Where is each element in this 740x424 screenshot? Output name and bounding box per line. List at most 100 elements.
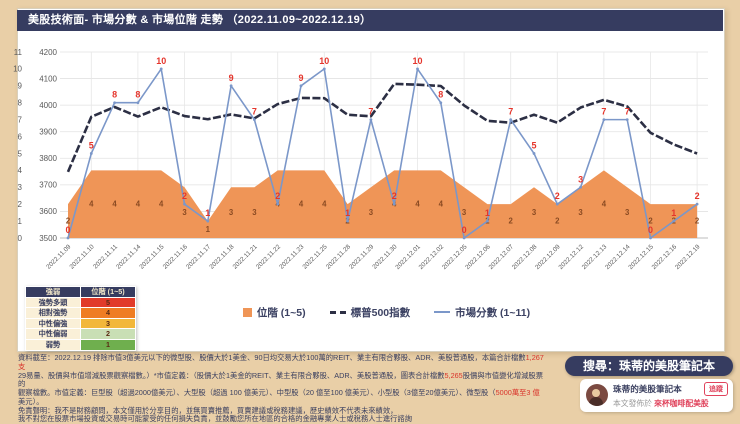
score-data-label: 0 xyxy=(462,225,467,235)
published-link[interactable]: 來杯咖啡配美股 xyxy=(654,399,709,408)
legend-item: 市場分數 (1~11) xyxy=(434,305,530,320)
score-axis-tick: 9 xyxy=(18,82,23,91)
score-point xyxy=(276,202,280,206)
score-data-label: 10 xyxy=(319,56,329,66)
level-data-label: 4 xyxy=(159,200,164,209)
score-data-label: 8 xyxy=(112,90,117,100)
score-data-label: 9 xyxy=(298,73,303,83)
profile-name: 珠蒂的美股筆記本 xyxy=(613,384,682,394)
score-data-label: 1 xyxy=(671,208,676,218)
footnote-line: 免責聲明：我不是財務顧問，本文僅用於分享目的，並無買賣推薦，買賣建議或稅務建議，… xyxy=(18,405,550,416)
level-data-label: 3 xyxy=(532,208,537,217)
table-row: 弱勢 1 xyxy=(25,338,136,351)
level-data-label: 4 xyxy=(322,200,327,209)
footnote-line: 觀察檔數。市值定義：巨型股（超過2000億美元）、大型股（超過 100 億美元）… xyxy=(18,388,550,398)
level-data-label: 3 xyxy=(229,208,234,217)
sp500-axis-tick: 4200 xyxy=(39,48,57,57)
table-header-cell: 位階 (1~5) xyxy=(80,286,136,298)
level-area-series xyxy=(68,170,698,238)
level-value-cell: 1 xyxy=(80,338,136,351)
legend-label: 標普500指數 xyxy=(350,306,411,319)
score-point xyxy=(66,236,70,240)
score-point xyxy=(322,67,326,71)
score-axis-tick: 10 xyxy=(13,65,22,74)
score-data-label: 1 xyxy=(205,208,210,218)
score-axis-tick: 1 xyxy=(18,217,23,226)
table-header-row: 強弱 位階 (1~5) xyxy=(25,286,136,298)
footnote-segment: 觀察檔數。市值定義：巨型股（超過2000億美元）、大型股（超過 100 億美元）… xyxy=(18,388,496,397)
table-header-cell: 強弱 xyxy=(25,286,81,298)
legend-item: 標普500指數 xyxy=(329,305,411,320)
sp500-axis-tick: 3600 xyxy=(39,207,57,216)
published-prefix: 本文發佈於 xyxy=(613,399,655,408)
level-data-label: 4 xyxy=(136,200,141,209)
level-data-label: 4 xyxy=(439,200,444,209)
date-axis-tick: 2022.12.19 xyxy=(674,243,702,271)
level-data-label: 4 xyxy=(299,200,304,209)
level-data-label: 1 xyxy=(206,225,211,234)
table-row: 中性偏強 3 xyxy=(25,317,136,330)
strength-label-cell: 強勢多頭 xyxy=(25,296,81,309)
score-axis-tick: 6 xyxy=(18,132,23,141)
strength-label-cell: 中性偏強 xyxy=(25,317,81,330)
score-data-label: 7 xyxy=(368,107,373,117)
score-point xyxy=(602,118,606,122)
level-data-label: 4 xyxy=(415,200,420,209)
level-data-label: 2 xyxy=(695,217,700,226)
sp500-axis-tick: 4100 xyxy=(39,74,57,83)
score-point xyxy=(695,202,699,206)
sp500-axis-tick: 3800 xyxy=(39,154,57,163)
sp500-axis-tick: 3900 xyxy=(39,128,57,137)
score-data-label: 2 xyxy=(555,191,560,201)
sp500-axis-tick: 3500 xyxy=(39,234,57,243)
chart-title: 美股技術面- 市場分數 & 市場位階 走勢 （2022.11.09~2022.1… xyxy=(17,10,723,31)
score-point xyxy=(136,101,140,105)
score-point xyxy=(346,219,349,223)
score-point xyxy=(89,152,93,155)
score-axis-tick: 0 xyxy=(18,234,23,243)
score-axis-tick: 2 xyxy=(18,200,23,209)
footnote-segment: 資料截至：2022.12.19 排除市值3億美元以下的微型股、股價大於1美金、9… xyxy=(18,353,526,362)
legend-marker-icon xyxy=(434,311,451,313)
score-point xyxy=(439,101,443,105)
legend-marker-icon xyxy=(329,310,346,314)
level-data-label: 2 xyxy=(648,217,653,226)
score-data-label: 8 xyxy=(438,90,443,100)
score-axis-tick: 11 xyxy=(14,48,23,57)
legend-label: 市場分數 (1~11) xyxy=(455,306,531,319)
footnote-segment: 29易量、股價與市值增減股票觀察檔數。）*市值定義：（股價大於1美金的REIT、… xyxy=(18,370,445,380)
sp500-axis-tick: 4000 xyxy=(39,101,57,110)
score-data-label: 8 xyxy=(135,90,140,100)
score-point xyxy=(649,236,652,240)
sp500-line-series xyxy=(66,82,698,173)
footnote-line: 美元）。 xyxy=(18,396,550,407)
score-point xyxy=(509,118,513,122)
table-row: 中性偏弱 2 xyxy=(25,328,136,340)
footnote-highlight: 5000萬至3 億 xyxy=(495,388,540,397)
level-data-label: 3 xyxy=(252,208,257,217)
level-data-label: 3 xyxy=(625,208,630,217)
footnote-segment: 美元）。 xyxy=(18,396,44,406)
level-value-cell: 4 xyxy=(80,307,136,319)
score-data-label: 5 xyxy=(531,140,536,150)
search-pill[interactable]: 搜尋：珠蒂的美股筆記本 xyxy=(565,356,733,376)
follow-button[interactable]: 追蹤 xyxy=(704,382,728,396)
score-data-label: 3 xyxy=(578,174,583,184)
footnote-line: 資料截至：2022.12.19 排除市值3億美元以下的微型股、股價大於1美金、9… xyxy=(18,353,550,372)
score-data-label: 10 xyxy=(412,56,422,66)
level-data-label: 2 xyxy=(509,217,514,226)
score-data-label: 1 xyxy=(485,208,490,218)
score-point xyxy=(113,101,116,105)
level-data-label: 3 xyxy=(462,208,467,217)
level-data-label: 2 xyxy=(555,217,560,226)
level-value-cell: 5 xyxy=(80,296,136,309)
score-point xyxy=(462,236,466,240)
score-data-label: 2 xyxy=(275,191,280,201)
published-line: 本文發佈於 來杯咖啡配美股 xyxy=(613,398,709,409)
score-point xyxy=(532,152,536,155)
score-point xyxy=(486,219,489,223)
profile-card: 珠蒂的美股筆記本 追蹤 本文發佈於 來杯咖啡配美股 xyxy=(580,379,733,412)
score-data-label: 7 xyxy=(252,107,257,117)
footnote-segment: 免責聲明：我不是財務顧問，本文僅用於分享目的，並無買賣推薦，買賣建議或稅務建議，… xyxy=(18,405,398,415)
legend-marker-icon xyxy=(242,307,252,317)
